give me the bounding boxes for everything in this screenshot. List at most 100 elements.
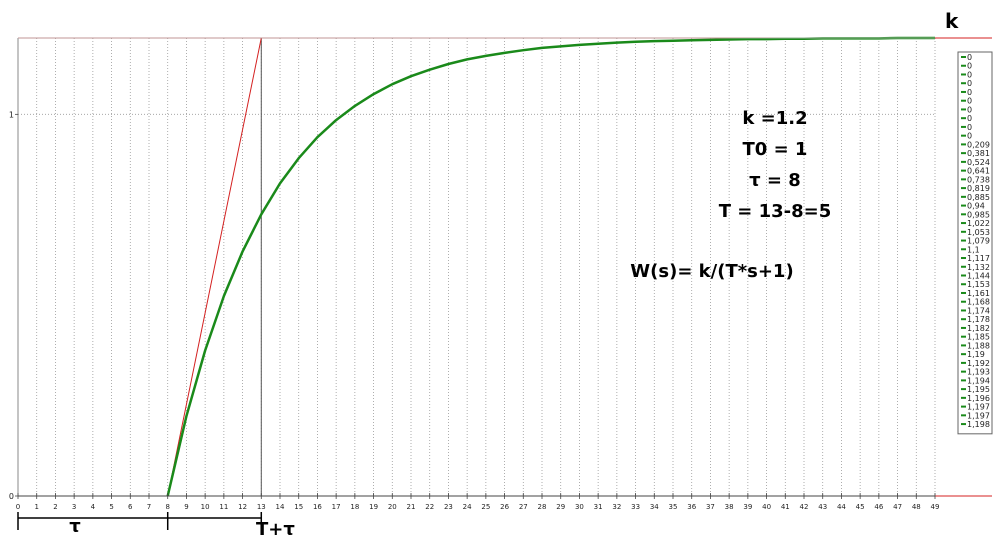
legend-value: 1,053 — [967, 228, 990, 237]
x-tick-label: 0 — [16, 503, 20, 511]
legend-value: 0 — [967, 97, 972, 106]
legend-value: 1,198 — [967, 420, 990, 429]
x-tick-label: 40 — [762, 503, 771, 511]
legend-value: 1,182 — [967, 324, 990, 333]
x-tick-label: 27 — [519, 503, 528, 511]
x-tick-label: 47 — [893, 503, 902, 511]
x-tick-label: 46 — [874, 503, 883, 511]
legend-value: 1,185 — [967, 333, 990, 342]
x-tick-label: 10 — [201, 503, 210, 511]
legend-value: 0,885 — [967, 193, 990, 202]
annotation-t0: T0 = 1 — [743, 139, 808, 160]
tau-label: τ — [69, 516, 81, 537]
legend-value: 1,079 — [967, 237, 990, 246]
legend-value: 0 — [967, 123, 972, 132]
x-tick-label: 45 — [856, 503, 865, 511]
x-tick-label: 41 — [781, 503, 790, 511]
x-tick-label: 8 — [165, 503, 169, 511]
legend-value: 1,117 — [967, 254, 990, 263]
reference-lines — [18, 37, 992, 497]
legend-value: 0 — [967, 105, 972, 114]
y-tick-label: 1 — [9, 110, 14, 119]
x-tick-label: 35 — [669, 503, 678, 511]
legend-value: 1,197 — [967, 403, 990, 412]
legend-value: 1,195 — [967, 385, 990, 394]
x-tick-label: 14 — [276, 503, 285, 511]
legend-value: 0,94 — [967, 202, 985, 211]
legend-value: 0,524 — [967, 158, 990, 167]
x-tick-label: 6 — [128, 503, 133, 511]
x-tick-labels: 0 1 2 3 4 5 6 7 8 9 10 11 12 13 14 15 16 17 18 19 20 21 22 23 24… — [16, 503, 940, 511]
legend-value: 0 — [967, 53, 972, 62]
x-tick-label: 37 — [706, 503, 715, 511]
x-tick-label: 17 — [332, 503, 341, 511]
x-tick-label: 22 — [425, 503, 434, 511]
x-tick-label: 15 — [294, 503, 303, 511]
legend-value: 1,19 — [967, 350, 985, 359]
x-tick-label: 31 — [594, 503, 603, 511]
transfer-function-formula: W(s)= k/(T*s+1) — [630, 261, 793, 282]
grid — [18, 38, 936, 496]
legend-value: 0,381 — [967, 149, 990, 158]
annotation-k: k =1.2 — [742, 108, 807, 129]
x-tick-label: 9 — [184, 503, 188, 511]
x-tick-label: 1 — [34, 503, 38, 511]
x-tick-label: 13 — [257, 503, 266, 511]
x-tick-label: 16 — [313, 503, 322, 511]
x-tick-label: 26 — [500, 503, 509, 511]
series-layer — [166, 36, 935, 497]
legend-value: 1,194 — [967, 376, 990, 385]
annotation-t: T = 13-8=5 — [719, 201, 832, 222]
x-tick-label: 24 — [463, 503, 472, 511]
legend-value: 0,819 — [967, 184, 990, 193]
value-legend: 00000000000,2090,3810,5240,6410,7380,819… — [957, 51, 993, 435]
legend-value: 1,168 — [967, 298, 990, 307]
x-tick-label: 11 — [219, 503, 228, 511]
x-tick-label: 32 — [612, 503, 621, 511]
legend-value: 1,178 — [967, 315, 990, 324]
legend-value: 0 — [967, 88, 972, 97]
x-tick-label: 7 — [147, 503, 151, 511]
x-tick-label: 18 — [350, 503, 359, 511]
legend-value: 1,193 — [967, 368, 990, 377]
corner-k-label: k — [945, 9, 959, 33]
legend-value: 0 — [967, 114, 972, 123]
legend-value: 1,1 — [967, 245, 980, 254]
legend-value: 1,192 — [967, 359, 990, 368]
axes — [15, 37, 936, 499]
legend-value: 0 — [967, 70, 972, 79]
x-tick-label: 4 — [91, 503, 96, 511]
x-tick-label: 34 — [650, 503, 659, 511]
x-tick-label: 33 — [631, 503, 640, 511]
legend-value: 1,196 — [967, 394, 990, 403]
x-tick-label: 49 — [931, 503, 940, 511]
x-tick-label: 30 — [575, 503, 584, 511]
x-tick-label: 38 — [725, 503, 734, 511]
x-tick-label: 19 — [369, 503, 378, 511]
tangent-line — [167, 37, 262, 497]
legend-value: 0,641 — [967, 167, 990, 176]
x-tick-label: 39 — [743, 503, 752, 511]
legend-value: 0 — [967, 79, 972, 88]
annotation-tau: τ = 8 — [749, 170, 801, 191]
legend-value: 0,738 — [967, 175, 990, 184]
legend-value: 1,174 — [967, 306, 990, 315]
legend-box — [957, 51, 993, 435]
legend-value: 1,132 — [967, 263, 990, 272]
x-tick-label: 48 — [912, 503, 921, 511]
x-tick-label: 36 — [687, 503, 696, 511]
x-tick-label: 43 — [818, 503, 827, 511]
legend-value: 1,161 — [967, 289, 990, 298]
x-tick-label: 44 — [837, 503, 846, 511]
x-tick-label: 3 — [72, 503, 76, 511]
bottom-brackets — [17, 512, 263, 530]
legend-value: 1,022 — [967, 219, 990, 228]
response-curve — [166, 36, 935, 497]
legend-value: 1,188 — [967, 341, 990, 350]
x-tick-label: 42 — [800, 503, 809, 511]
legend-value: 0,985 — [967, 210, 990, 219]
x-tick-label: 28 — [538, 503, 547, 511]
x-tick-label: 2 — [53, 503, 57, 511]
y-tick-labels: 01 — [9, 110, 14, 501]
